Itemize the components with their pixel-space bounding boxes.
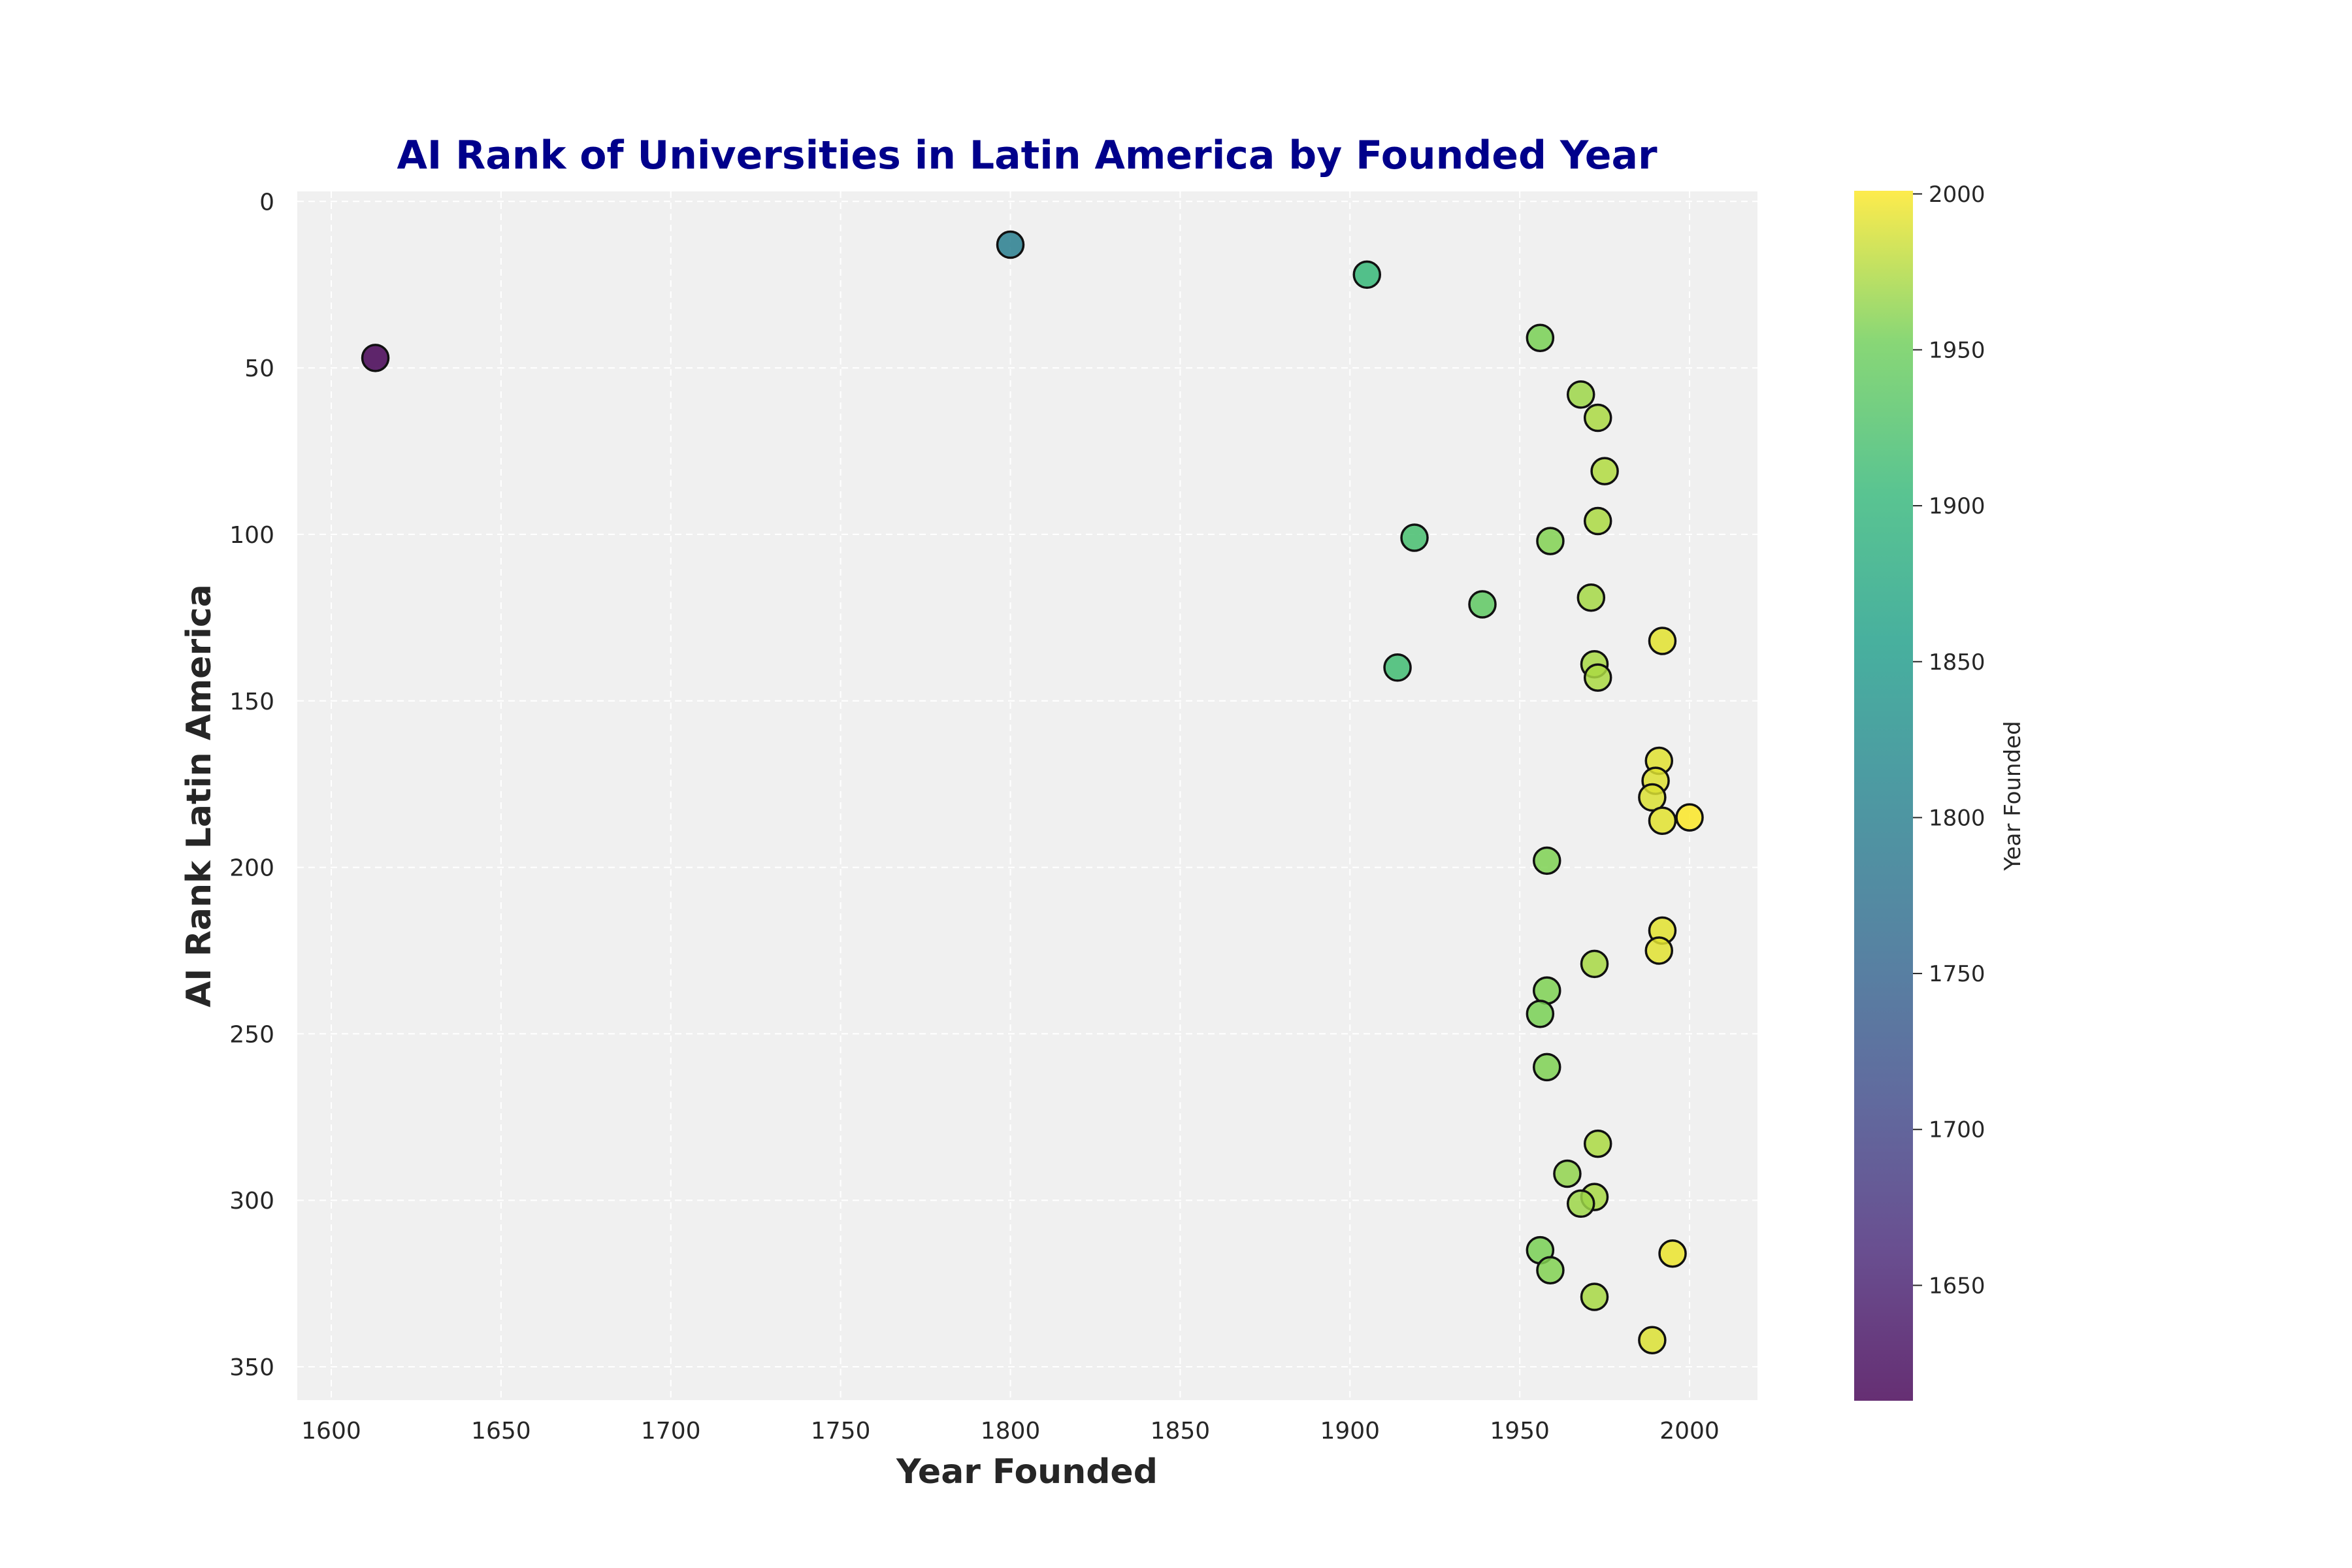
x-tick-label: 1750 <box>811 1418 871 1445</box>
colorbar-tick-label: 1800 <box>1929 805 1985 831</box>
scatter-point <box>361 344 390 372</box>
x-axis-ticks: 1600 1650 1700 1750 1800 1850 1900 1950 2000 <box>301 1418 1720 1445</box>
scatter-point <box>1648 627 1677 655</box>
scatter-points <box>361 230 1704 1355</box>
scatter-point <box>1468 590 1497 619</box>
scatter-point <box>1638 1326 1667 1355</box>
colorbar-tick-label: 1850 <box>1929 649 1985 676</box>
y-tick-label: 200 <box>229 855 274 882</box>
colorbar-label: Year Founded <box>2000 721 2026 871</box>
scatter-point <box>1638 783 1667 812</box>
scatter-point <box>1576 583 1606 612</box>
scatter-point <box>1532 976 1561 1005</box>
x-tick-label: 1850 <box>1151 1418 1211 1445</box>
x-tick-label: 1950 <box>1490 1418 1550 1445</box>
scatter-point <box>1526 323 1555 352</box>
scatter-point <box>1583 663 1612 692</box>
y-tick-label: 150 <box>229 689 274 715</box>
colorbar-tick-label: 2000 <box>1929 182 1985 208</box>
x-tick-label: 1900 <box>1320 1418 1380 1445</box>
plot-area <box>297 191 1757 1400</box>
chart-title: AI Rank of Universities in Latin America… <box>397 133 1658 178</box>
x-tick-label: 1650 <box>471 1418 531 1445</box>
y-axis-ticks: 0 50 100 150 200 250 300 350 <box>229 189 274 1381</box>
scatter-point <box>1644 936 1674 965</box>
x-tick-label: 1600 <box>301 1418 361 1445</box>
x-axis-label: Year Founded <box>896 1452 1158 1492</box>
scatter-point <box>1532 1053 1561 1082</box>
scatter-point <box>1553 1159 1582 1188</box>
scatter-point <box>1536 527 1565 555</box>
colorbar: 1650 1700 1750 1800 1850 1900 1950 2000 Year Fo… <box>1854 182 2026 1401</box>
y-tick-label: 100 <box>229 522 274 549</box>
x-tick-label: 1800 <box>981 1418 1041 1445</box>
scatter-point <box>1648 806 1677 835</box>
y-tick-label: 0 <box>259 189 274 216</box>
scatter-point <box>1536 1256 1565 1284</box>
scatter-point <box>1675 803 1704 832</box>
scatter-point <box>1658 1239 1687 1268</box>
y-tick-label: 250 <box>229 1021 274 1048</box>
scatter-point <box>1383 653 1412 682</box>
scatter-point <box>1566 1189 1595 1218</box>
x-tick-label: 2000 <box>1659 1418 1720 1445</box>
scatter-point <box>1566 380 1595 409</box>
scatter-point <box>996 230 1025 259</box>
y-tick-label: 50 <box>244 355 274 382</box>
scatter-point <box>1352 260 1382 289</box>
scatter-point <box>1532 846 1561 875</box>
colorbar-tick-label: 1900 <box>1929 493 1985 519</box>
scatter-point <box>1400 523 1429 552</box>
colorbar-gradient <box>1854 191 1913 1401</box>
colorbar-tick-label: 1700 <box>1929 1117 1985 1143</box>
scatter-point <box>1583 1129 1612 1158</box>
scatter-point <box>1580 1282 1609 1311</box>
colorbar-ticks: 1650 1700 1750 1800 1850 1900 1950 2000 <box>1913 182 1985 1299</box>
y-axis-label: AI Rank Latin America <box>180 584 219 1007</box>
y-tick-label: 300 <box>229 1188 274 1215</box>
scatter-point <box>1580 949 1609 979</box>
grid-lines <box>297 191 1757 1400</box>
colorbar-tick-label: 1950 <box>1929 337 1985 363</box>
scatter-point <box>1526 1000 1555 1028</box>
scatter-point <box>1583 403 1612 433</box>
x-tick-label: 1700 <box>641 1418 701 1445</box>
scatter-point <box>1590 457 1619 485</box>
scatter-point <box>1583 506 1612 536</box>
y-tick-label: 350 <box>229 1354 274 1381</box>
colorbar-tick-label: 1750 <box>1929 961 1985 987</box>
colorbar-tick-label: 1650 <box>1929 1273 1985 1299</box>
